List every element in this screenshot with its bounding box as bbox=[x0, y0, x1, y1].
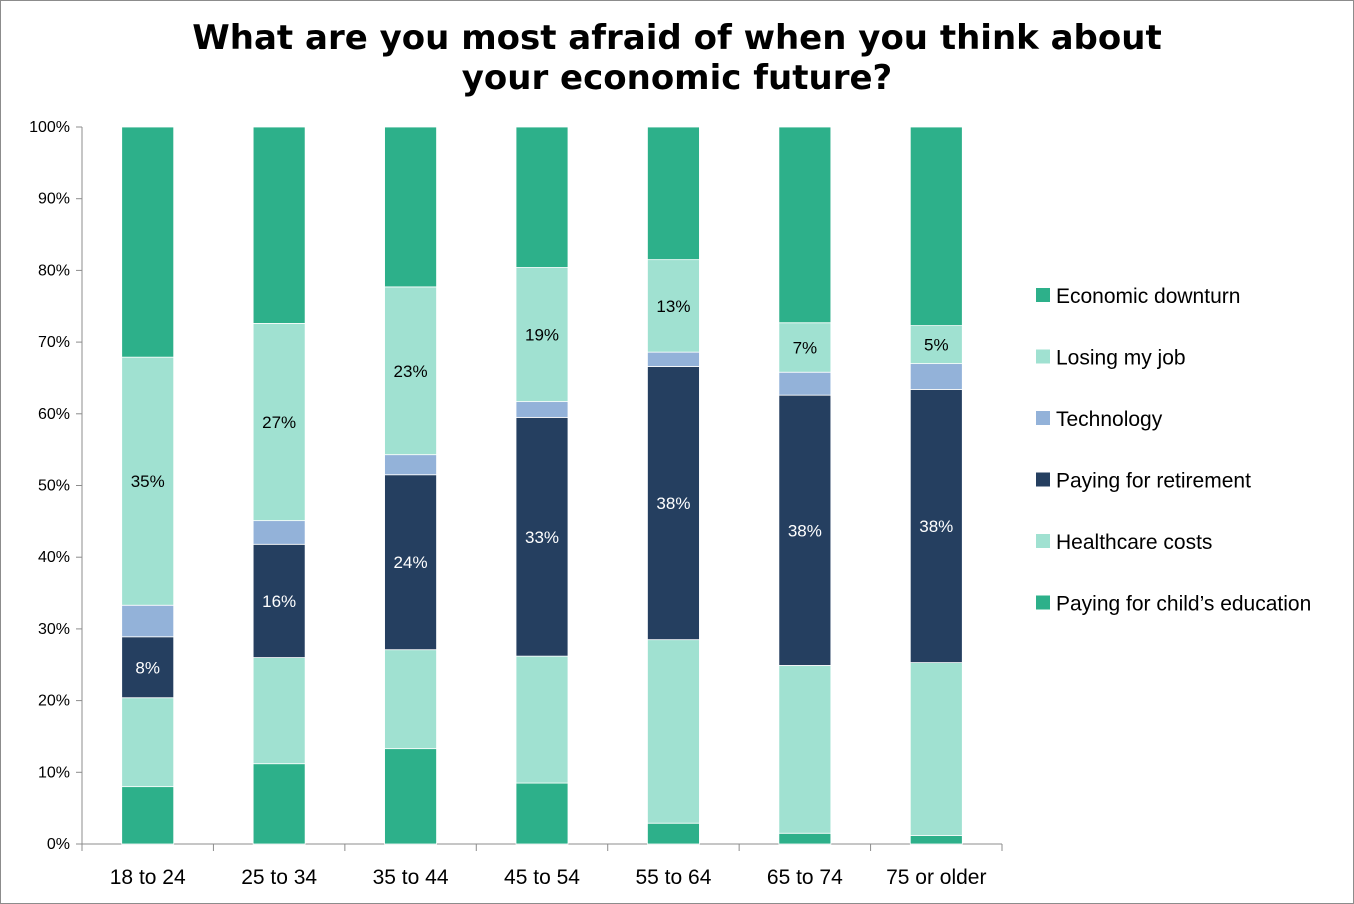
y-tick-label: 20% bbox=[38, 693, 70, 710]
bar-segment bbox=[515, 655, 569, 784]
data-label: 7% bbox=[793, 338, 818, 357]
y-tick-label: 90% bbox=[38, 191, 70, 208]
legend-swatch bbox=[1036, 472, 1050, 487]
data-label: 27% bbox=[262, 413, 296, 432]
bars bbox=[121, 126, 963, 845]
data-label: 38% bbox=[656, 494, 690, 513]
bar-segment bbox=[252, 323, 306, 522]
bar-segment bbox=[909, 126, 963, 327]
bar-segment bbox=[121, 356, 175, 606]
legend-swatch bbox=[1036, 349, 1050, 364]
data-label: 35% bbox=[131, 472, 165, 491]
legend-swatch bbox=[1036, 534, 1050, 548]
y-tick-label: 0% bbox=[47, 836, 70, 853]
axes: 0% 10% 20% 30% 40% 50% 60% 70% 80% 90% 100% 18 to 2… bbox=[29, 119, 1003, 889]
bar-segment bbox=[121, 126, 175, 358]
data-label: 8% bbox=[135, 658, 160, 677]
legend-label: Losing my job bbox=[1056, 347, 1186, 370]
bar-segment bbox=[252, 763, 306, 845]
y-tick-label: 70% bbox=[38, 334, 70, 351]
legend-label: Technology bbox=[1056, 408, 1163, 431]
bar-segment bbox=[778, 126, 832, 324]
bar-segment bbox=[647, 126, 700, 261]
bar-segment bbox=[384, 748, 437, 845]
bar-segment bbox=[778, 322, 832, 373]
data-label: 38% bbox=[788, 521, 822, 540]
bar-segment bbox=[909, 363, 963, 390]
bar-segment bbox=[515, 416, 569, 657]
bar-segment bbox=[384, 649, 437, 750]
bar-segment bbox=[515, 401, 569, 418]
bar-segment bbox=[252, 126, 306, 324]
bar-segment bbox=[384, 474, 437, 651]
legend-swatch bbox=[1036, 595, 1050, 610]
data-labels: 8% 35% 16% 27% 24% 23% 33% 19% 38% 13% 38% 7% 38% 5% bbox=[131, 297, 954, 677]
legend: Economic downturn Losing my job Technology… bbox=[1036, 285, 1311, 616]
x-tick-label: 55 to 64 bbox=[635, 866, 711, 889]
x-tick-label: 45 to 54 bbox=[504, 866, 580, 889]
bar-segment bbox=[909, 662, 963, 836]
data-label: 16% bbox=[262, 592, 296, 611]
data-label: 13% bbox=[656, 297, 690, 316]
data-label: 38% bbox=[919, 517, 953, 536]
bar-segment bbox=[909, 325, 963, 365]
bar-segment bbox=[121, 604, 175, 638]
bar-segment bbox=[647, 351, 700, 367]
y-tick-label: 80% bbox=[38, 262, 70, 279]
bar-segment bbox=[515, 782, 569, 845]
bar-segment bbox=[647, 822, 700, 845]
legend-label: Paying for retirement bbox=[1056, 470, 1251, 493]
bar-segment bbox=[647, 259, 700, 353]
data-label: 24% bbox=[394, 553, 428, 572]
y-tick-label: 100% bbox=[29, 119, 70, 136]
bar-segment bbox=[252, 520, 306, 545]
bar-segment bbox=[909, 835, 963, 845]
legend-swatch bbox=[1036, 288, 1050, 302]
x-tick-label: 25 to 34 bbox=[241, 866, 317, 889]
bar-segment bbox=[515, 126, 569, 268]
legend-label: Economic downturn bbox=[1056, 285, 1240, 308]
data-label: 5% bbox=[924, 336, 949, 355]
x-tick-label: 65 to 74 bbox=[767, 866, 843, 889]
legend-label: Healthcare costs bbox=[1056, 531, 1212, 554]
bar-segment bbox=[909, 389, 963, 664]
bar-segment bbox=[121, 786, 175, 845]
bar-segment bbox=[778, 371, 832, 396]
y-tick-label: 30% bbox=[38, 621, 70, 638]
y-tick-label: 60% bbox=[38, 406, 70, 423]
chart-title: What are you most afraid of when you thi… bbox=[192, 18, 1162, 98]
bar-segment bbox=[384, 286, 437, 456]
legend-label: Paying for child’s education bbox=[1056, 593, 1311, 616]
bar-segment bbox=[778, 665, 832, 834]
bar-segment bbox=[121, 697, 175, 788]
y-tick-label: 40% bbox=[38, 549, 70, 566]
legend-swatch bbox=[1036, 411, 1050, 425]
x-tick-label: 75 or older bbox=[886, 866, 986, 889]
bar-segment bbox=[384, 126, 437, 288]
bar-segment bbox=[647, 639, 700, 824]
data-label: 23% bbox=[394, 362, 428, 381]
x-tick-label: 18 to 24 bbox=[110, 866, 186, 889]
x-tick-label: 35 to 44 bbox=[373, 866, 449, 889]
bar-segment bbox=[778, 394, 832, 666]
y-tick-label: 50% bbox=[38, 478, 70, 495]
bar-segment bbox=[252, 657, 306, 765]
y-tick-label: 10% bbox=[38, 764, 70, 781]
bar-segment bbox=[515, 267, 569, 403]
bar-segment bbox=[778, 832, 832, 845]
bar-segment bbox=[647, 366, 700, 641]
data-label: 33% bbox=[525, 528, 559, 547]
bar-segment bbox=[384, 454, 437, 476]
data-label: 19% bbox=[525, 326, 559, 345]
